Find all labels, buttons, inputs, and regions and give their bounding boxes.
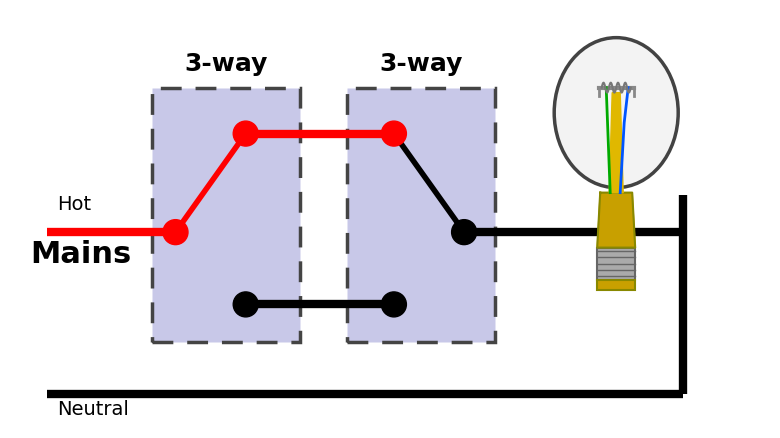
Text: 3-way: 3-way: [185, 52, 268, 76]
Text: Mains: Mains: [30, 240, 131, 268]
Circle shape: [233, 292, 258, 317]
Ellipse shape: [555, 38, 678, 187]
Circle shape: [163, 220, 188, 244]
Text: Neutral: Neutral: [57, 400, 129, 419]
Circle shape: [233, 121, 258, 146]
Bar: [597, 279, 635, 290]
Text: 3-way: 3-way: [380, 52, 463, 76]
Bar: [152, 88, 300, 342]
Bar: [347, 88, 495, 342]
Circle shape: [452, 220, 477, 244]
Circle shape: [381, 121, 406, 146]
Bar: [597, 247, 635, 279]
Polygon shape: [609, 93, 623, 193]
Text: Hot: Hot: [57, 195, 91, 214]
Polygon shape: [597, 193, 635, 247]
Circle shape: [381, 292, 406, 317]
